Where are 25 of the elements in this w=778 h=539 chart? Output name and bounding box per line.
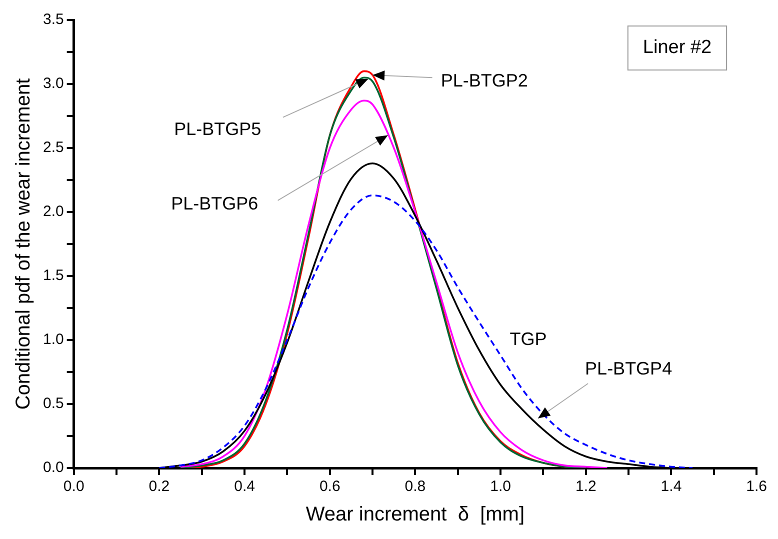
series-label: TGP xyxy=(510,328,547,349)
x-tick-label: 0.6 xyxy=(319,478,340,496)
y-tick-label: 1.5 xyxy=(42,267,64,284)
annotation: PL-BTGP4 xyxy=(585,358,672,378)
annotation: PL-BTGP5 xyxy=(174,119,262,140)
y-axis-title: Conditional pdf of the wear increment xyxy=(12,78,35,410)
y-tick-label: 2.5 xyxy=(42,139,64,156)
text: PL-BTGP6 xyxy=(171,193,258,214)
y-tick-label: 3.5 xyxy=(42,11,64,28)
text: Liner #2 xyxy=(642,37,712,58)
x-tick-label: 1.6 xyxy=(746,478,768,496)
x-tick-label: 1.2 xyxy=(575,478,596,496)
x-tick-label: 1.4 xyxy=(660,478,682,496)
x-tick-label: 0.4 xyxy=(234,478,255,496)
x-axis-title: Wear increment δ [mm] xyxy=(306,504,525,526)
x-tick-label: 0.8 xyxy=(404,478,426,496)
y-tick-label: 3.0 xyxy=(42,75,64,92)
y-tick-label: 0.0 xyxy=(42,459,64,476)
y-tick-label: 2.0 xyxy=(42,203,64,220)
annotation: PL-BTGP2 xyxy=(440,70,528,90)
x-tick-label: 0.0 xyxy=(63,478,84,496)
y-tick-label: 1.0 xyxy=(42,331,64,348)
x-tick-label: 0.2 xyxy=(148,478,170,496)
x-tick-label: 1.0 xyxy=(490,478,511,496)
y-tick-label: 0.5 xyxy=(42,395,64,412)
